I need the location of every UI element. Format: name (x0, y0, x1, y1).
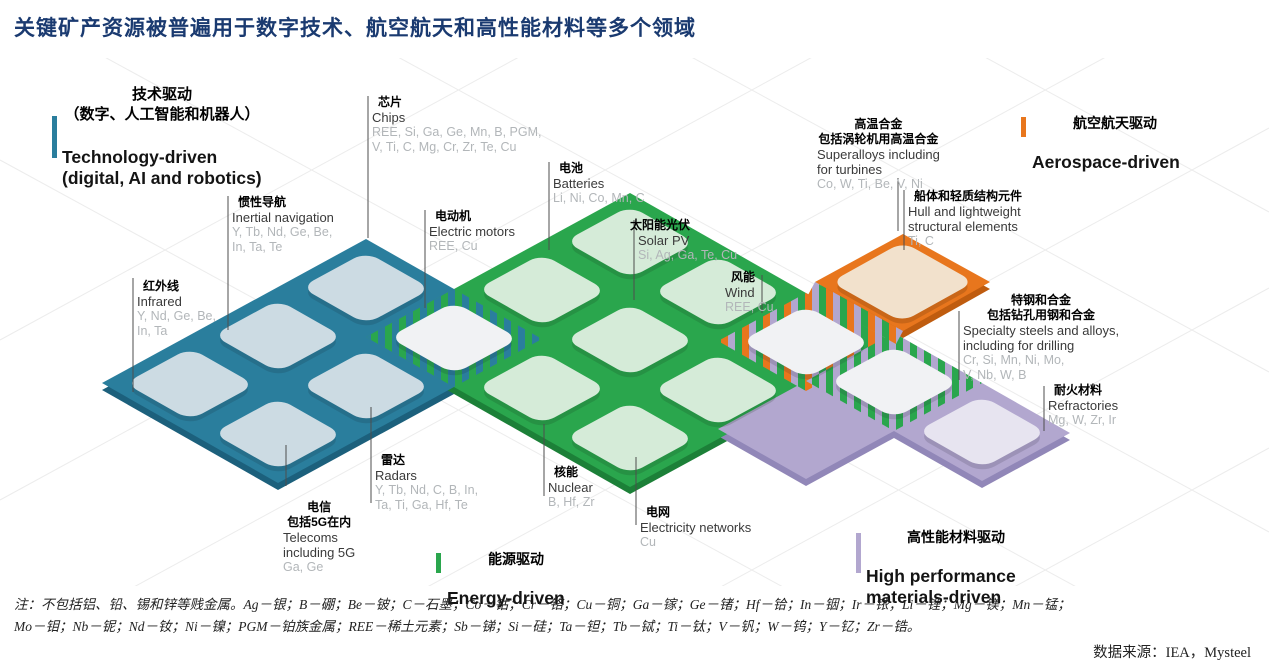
legend-aerospace: 航空航天驱动 Aerospace-driven (1032, 95, 1198, 191)
label-batteries: 电池 Batteries Li, Ni, Co, Mn, C (553, 161, 645, 205)
legend-materials-zh: 高性能材料驱动 (907, 529, 1005, 545)
label-superalloys: 高温合金 包括涡轮机用高温合金 Superalloys including for… (817, 117, 940, 191)
label-wind: 风能 Wind REE, Cu (725, 270, 774, 314)
legend-aerospace-bar (1021, 117, 1026, 137)
legend-energy-zh: 能源驱动 (488, 551, 544, 567)
leader-lines (132, 96, 1045, 525)
legend-materials-bar (856, 533, 861, 573)
label-electric-motors: 电动机 Electric motors REE, Cu (429, 209, 515, 253)
label-chips: 芯片 Chips REE, Si, Ga, Ge, Mn, B, PGM, V, T… (372, 95, 542, 154)
data-source: 数据来源：IEA，Mysteel (1093, 645, 1251, 661)
legend-technology-bar (52, 116, 57, 158)
legend-technology: 技术驱动 （数字、人工智能和机器人） Technology-driven (di… (36, 67, 288, 207)
overlap-aerospace-skirt (808, 282, 903, 344)
legend-technology-zh: 技术驱动 （数字、人工智能和机器人） (64, 86, 260, 123)
label-solar-pv: 太阳能光伏 Solar PV Si, Ag, Ga, Te, Cu (630, 218, 738, 262)
label-infrared: 红外线 Infrared Y, Nd, Ge, Be, In, Ta (137, 279, 216, 338)
legend-aerospace-zh: 航空航天驱动 (1073, 115, 1157, 131)
label-inertial-navigation: 惯性导航 Inertial navigation Y, Tb, Nd, Ge, Be… (232, 195, 334, 254)
legend-energy-bar (436, 553, 441, 573)
legend-technology-en: Technology-driven (digital, AI and robot… (62, 147, 262, 188)
label-refractories: 耐火材料 Refractories Mg, W, Zr, Ir (1048, 383, 1119, 427)
legend-aerospace-en: Aerospace-driven (1032, 152, 1180, 172)
legend-materials: 高性能材料驱动 High performance materials-drive… (866, 509, 1046, 626)
page-title: 关键矿产资源被普遍用于数字技术、航空航天和高性能材料等多个领域 (14, 16, 696, 40)
label-radars: 雷达 Radars Y, Tb, Nd, C, B, In, Ta, Ti, Ga,… (375, 453, 479, 512)
label-hull: 船体和轻质结构元件 Hull and lightweight structural… (908, 189, 1023, 248)
label-telecoms: 电信 包括5G在内 Telecoms including 5G Ga, Ge (283, 500, 356, 574)
legend-energy-en: Energy-driven (447, 588, 565, 608)
label-nuclear: 核能 Nuclear B, Hf, Zr (548, 465, 595, 509)
label-specialty-steels: 特钢和合金 包括钻孔用钢和合金 Specialty steels and allo… (963, 293, 1120, 382)
label-electricity-networks: 电网 Electricity networks Cu (640, 505, 752, 549)
platform-technology (102, 239, 542, 483)
legend-energy: 能源驱动 Energy-driven (447, 531, 585, 627)
footnote: 注：不包括铝、铅、锡和锌等贱金属。Ag－银；B－硼；Be－铍；C－石墨；Co－钴… (14, 597, 1071, 634)
legend-materials-en: High performance materials-driven (866, 566, 1016, 607)
